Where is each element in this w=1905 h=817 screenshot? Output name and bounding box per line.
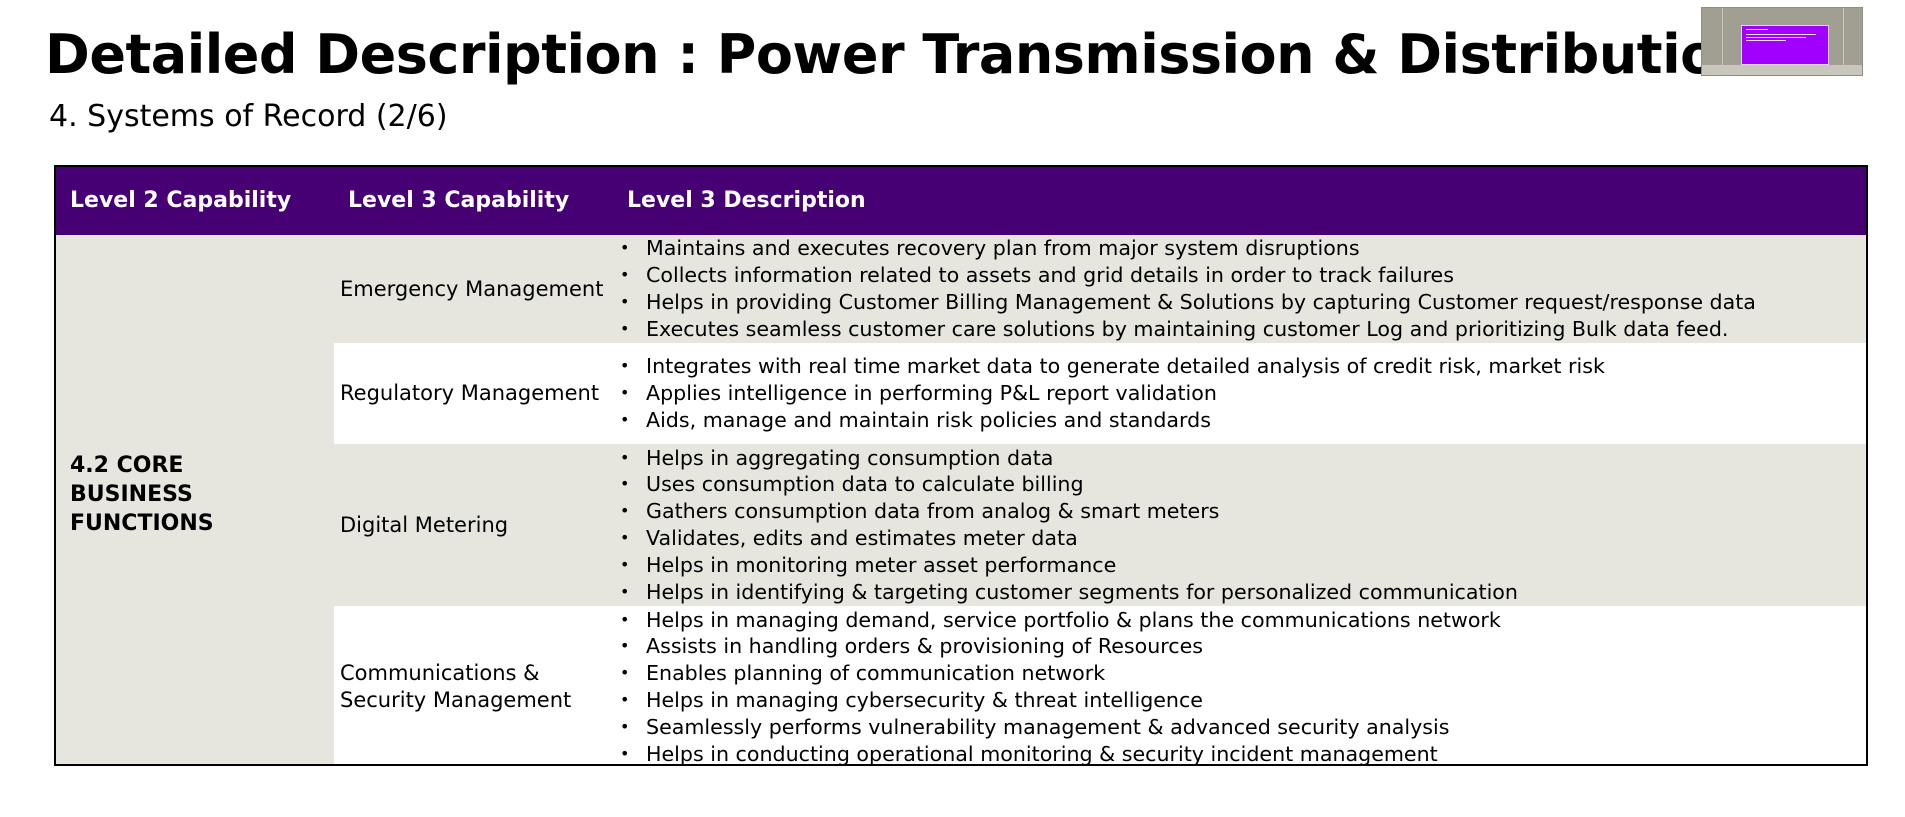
header-description: Level 3 Description — [627, 188, 866, 213]
table-row: Communications & Security Management Hel… — [334, 606, 1866, 764]
thumbnail-divider — [1843, 8, 1844, 67]
level3-capability: Communications & Security Management — [340, 661, 572, 712]
description-item: Seamlessly performs vulnerability manage… — [616, 714, 1866, 741]
header-level2: Level 2 Capability — [70, 188, 292, 213]
description-item: Helps in managing demand, service portfo… — [616, 607, 1866, 634]
slide-thumbnail[interactable] — [1701, 7, 1863, 76]
thumbnail-divider — [1722, 8, 1723, 67]
description-item: Integrates with real time market data to… — [616, 353, 1866, 380]
level3-capability: Digital Metering — [340, 512, 509, 537]
description-item: Helps in managing cybersecurity & threat… — [616, 687, 1866, 714]
capability-table: Level 2 Capability Level 3 Capability Le… — [54, 165, 1868, 766]
page-title: Detailed Description : Power Transmissio… — [45, 23, 1755, 86]
description-item: Helps in aggregating consumption data — [616, 445, 1866, 472]
description-item: Executes seamless customer care solution… — [616, 316, 1866, 343]
header-level3: Level 3 Capability — [348, 188, 570, 213]
table-header: Level 2 Capability Level 3 Capability Le… — [56, 167, 1866, 235]
level2-cell: 4.2 CORE BUSINESS FUNCTIONS — [56, 235, 334, 764]
description-item: Maintains and executes recovery plan fro… — [616, 235, 1866, 262]
description-item: Collects information related to assets a… — [616, 262, 1866, 289]
page-subtitle: 4. Systems of Record (2/6) — [49, 99, 448, 134]
description-item: Applies intelligence in performing P&L r… — [616, 380, 1866, 407]
table-row: Digital Metering Helps in aggregating co… — [334, 444, 1866, 606]
description-item: Helps in conducting operational monitori… — [616, 741, 1866, 764]
description-item: Validates, edits and estimates meter dat… — [616, 525, 1866, 552]
thumbnail-footer — [1702, 65, 1862, 75]
level3-description-list: Maintains and executes recovery plan fro… — [616, 235, 1866, 343]
table-row: Regulatory Management Integrates with re… — [334, 343, 1866, 444]
level3-capability: Regulatory Management — [340, 381, 600, 405]
thumbnail-slide-preview — [1741, 25, 1829, 65]
description-item: Enables planning of communication networ… — [616, 660, 1866, 687]
description-item: Gathers consumption data from analog & s… — [616, 498, 1866, 525]
level2-capability-label: 4.2 CORE BUSINESS FUNCTIONS — [70, 453, 214, 536]
description-item: Aids, manage and maintain risk policies … — [616, 407, 1866, 434]
description-item: Uses consumption data to calculate billi… — [616, 471, 1866, 498]
level3-description-list: Helps in managing demand, service portfo… — [616, 606, 1866, 764]
level3-description-list: Helps in aggregating consumption data Us… — [616, 444, 1866, 606]
description-item: Helps in identifying & targeting custome… — [616, 579, 1866, 606]
level3-capability: Emergency Management — [340, 276, 604, 301]
description-item: Assists in handling orders & provisionin… — [616, 633, 1866, 660]
table-row: Emergency Management Maintains and execu… — [334, 235, 1866, 343]
level3-description-list: Integrates with real time market data to… — [616, 343, 1866, 444]
description-item: Helps in providing Customer Billing Mana… — [616, 289, 1866, 316]
description-item: Helps in monitoring meter asset performa… — [616, 552, 1866, 579]
